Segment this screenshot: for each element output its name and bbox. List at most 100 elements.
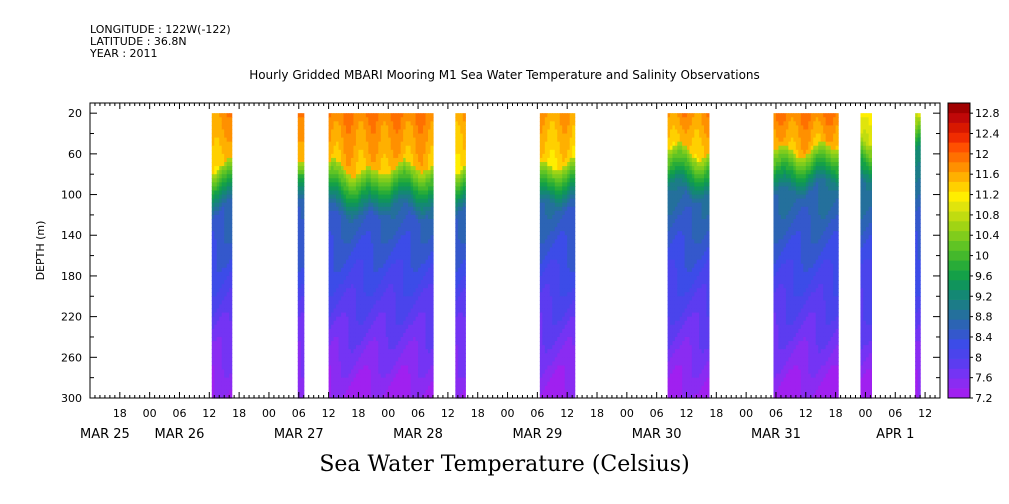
heatmap-cell <box>378 194 382 200</box>
heatmap-cell <box>425 300 429 306</box>
heatmap-cell <box>214 332 218 338</box>
heatmap-cell <box>418 341 422 346</box>
heatmap-cell <box>413 141 417 147</box>
heatmap-cell <box>557 312 561 318</box>
heatmap-cell <box>569 345 573 350</box>
heatmap-cell <box>328 365 332 371</box>
heatmap-cell <box>539 300 543 306</box>
heatmap-cell <box>572 349 576 354</box>
heatmap-cell <box>370 223 374 228</box>
heatmap-cell <box>572 332 576 338</box>
heatmap-cell <box>425 198 429 204</box>
heatmap-cell <box>360 316 364 322</box>
heatmap-cell <box>408 198 412 204</box>
heatmap-cell <box>564 182 568 188</box>
heatmap-cell <box>547 385 551 391</box>
heatmap-cell <box>572 308 576 314</box>
heatmap-cell <box>214 300 218 306</box>
heatmap-cell <box>355 162 360 167</box>
heatmap-cell <box>365 357 369 362</box>
heatmap-cell <box>430 198 434 204</box>
heatmap-cell <box>365 178 369 183</box>
heatmap-cell <box>333 239 337 244</box>
heatmap-cell <box>297 149 302 155</box>
heatmap-cell <box>378 324 382 330</box>
heatmap-cell <box>385 361 389 367</box>
heatmap-cell <box>393 381 397 387</box>
heatmap-cell <box>547 345 551 350</box>
heatmap-cell <box>418 308 422 314</box>
heatmap-cell <box>572 361 576 367</box>
heatmap-cell <box>385 235 389 240</box>
heatmap-cell <box>350 377 355 383</box>
heatmap-cell <box>331 113 335 118</box>
heatmap-cell <box>331 162 335 167</box>
heatmap-cell <box>300 357 305 362</box>
heatmap-cell <box>539 210 543 216</box>
heatmap-cell <box>390 389 394 395</box>
heatmap-cell <box>415 308 419 314</box>
heatmap-cell <box>455 202 459 208</box>
heatmap-cell <box>345 365 350 371</box>
heatmap-cell <box>562 284 566 289</box>
heatmap-cell <box>370 292 374 297</box>
heatmap-cell <box>216 141 220 147</box>
heatmap-cell <box>398 170 402 175</box>
heatmap-cell <box>368 129 372 135</box>
heatmap-cell <box>405 292 409 297</box>
heatmap-cell <box>358 385 362 391</box>
heatmap-cell <box>338 377 342 383</box>
heatmap-cell <box>428 247 432 253</box>
heatmap-cell <box>368 190 372 196</box>
heatmap-cell <box>378 153 382 159</box>
heatmap-cell <box>385 194 389 200</box>
heatmap-cell <box>216 231 220 236</box>
heatmap-cell <box>567 239 571 244</box>
heatmap-cell <box>385 292 389 297</box>
heatmap-cell <box>368 218 372 224</box>
heatmap-cell <box>388 121 392 126</box>
data-segment <box>297 113 305 399</box>
heatmap-cell <box>358 361 362 367</box>
heatmap-cell <box>425 182 429 188</box>
heatmap-cell <box>370 166 374 171</box>
heatmap-cell <box>328 235 332 240</box>
heatmap-cell <box>542 312 546 318</box>
heatmap-cell <box>338 292 342 297</box>
heatmap-cell <box>395 202 399 208</box>
heatmap-cell <box>552 385 556 391</box>
heatmap-cell <box>341 312 345 318</box>
heatmap-cell <box>229 202 233 208</box>
heatmap-cell <box>557 206 561 212</box>
heatmap-cell <box>219 214 223 220</box>
heatmap-cell <box>219 280 223 285</box>
heatmap-cell <box>413 324 417 330</box>
heatmap-cell <box>345 247 350 253</box>
heatmap-cell <box>425 357 429 362</box>
heatmap-cell <box>544 336 548 342</box>
heatmap-cell <box>542 288 546 293</box>
heatmap-cell <box>363 182 367 188</box>
heatmap-cell <box>390 198 394 204</box>
heatmap-cell <box>336 121 340 126</box>
heatmap-cell <box>385 141 389 147</box>
heatmap-cell <box>547 223 551 228</box>
heatmap-cell <box>547 206 551 212</box>
heatmap-cell <box>365 113 369 118</box>
heatmap-cell <box>214 373 218 379</box>
heatmap-cell <box>343 223 347 228</box>
heatmap-cell <box>353 145 357 151</box>
heatmap-cell <box>328 316 332 322</box>
heatmap-cell <box>428 178 432 183</box>
heatmap-cell <box>341 381 345 387</box>
heatmap-cell <box>557 280 561 285</box>
heatmap-cell <box>462 162 466 167</box>
heatmap-cell <box>375 235 379 240</box>
heatmap-cell <box>430 194 434 200</box>
heatmap-cell <box>539 381 543 387</box>
heatmap-cell <box>363 162 367 167</box>
heatmap-cell <box>214 129 218 135</box>
heatmap-cell <box>559 255 563 261</box>
heatmap-cell <box>365 210 369 216</box>
heatmap-cell <box>358 292 362 297</box>
